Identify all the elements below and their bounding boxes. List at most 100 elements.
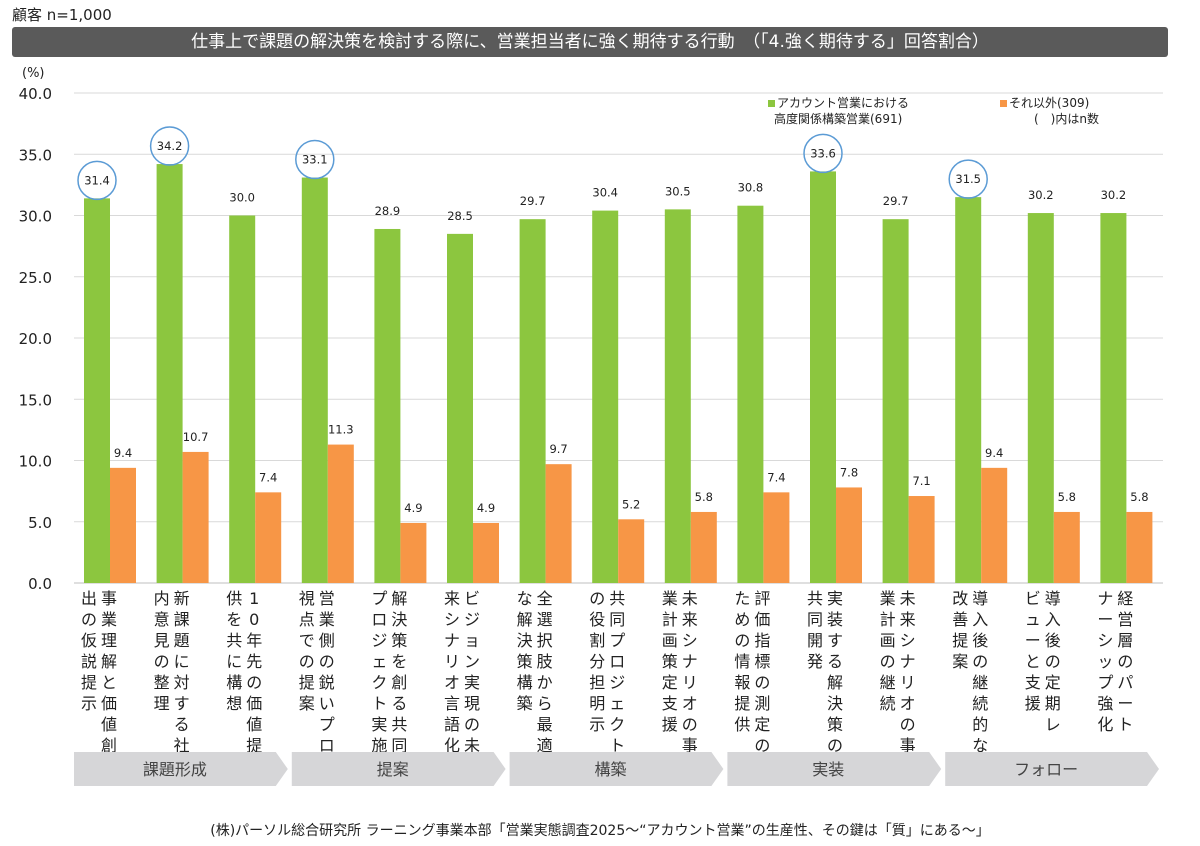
category-label: 供を共に構想	[226, 589, 242, 713]
phase-arrow	[727, 752, 942, 786]
phase-label: 実装	[812, 760, 844, 779]
bar-orange	[545, 464, 572, 583]
bar-orange	[618, 519, 645, 583]
bar-green	[374, 228, 401, 583]
bar-orange	[182, 451, 209, 583]
data-label-orange: 5.8	[1130, 490, 1148, 504]
data-label-green: 29.7	[520, 194, 546, 208]
data-label-green: 30.4	[592, 186, 618, 200]
category-label: 共同プロジェクト	[609, 589, 625, 755]
data-label-orange: 11.3	[328, 423, 354, 437]
category-label: 1 0 年先の価値提	[246, 589, 262, 755]
bar-green	[229, 215, 256, 583]
legend-entry-green: アカウント営業における 高度関係構築営業(691)	[768, 95, 909, 127]
legend-entry-orange: それ以外(309) ( )内はn数	[1000, 95, 1099, 127]
data-label-orange: 4.9	[404, 501, 422, 515]
data-label-orange: 7.4	[767, 470, 785, 484]
bar-green	[156, 164, 183, 584]
phase-arrow	[509, 752, 724, 786]
category-label: な解決策構築	[517, 589, 533, 713]
y-tick-label: 40.0	[19, 85, 52, 103]
category-label: 業計画の継続	[880, 589, 896, 713]
bar-green	[1027, 213, 1054, 584]
bar-green	[955, 197, 982, 583]
data-label-green: 29.7	[883, 194, 909, 208]
category-label: 評価指標の測定の	[754, 589, 770, 755]
category-label: ナーシップ強化	[1097, 589, 1113, 734]
bar-orange	[1126, 511, 1153, 583]
data-label-orange: 7.1	[912, 474, 930, 488]
data-label-orange: 5.8	[1058, 490, 1076, 504]
category-label: 共同開発	[807, 589, 823, 671]
data-label-orange: 4.9	[477, 501, 495, 515]
bar-orange	[473, 522, 499, 583]
bar-orange	[763, 492, 790, 583]
highlight-circle	[948, 159, 988, 199]
y-tick-label: 0.0	[28, 575, 52, 593]
data-label-green: 34.2	[157, 139, 183, 153]
data-label-orange: 5.8	[695, 490, 713, 504]
data-label-green: 31.4	[84, 173, 110, 187]
legend-swatch-orange	[1000, 100, 1007, 107]
y-tick-label: 10.0	[19, 453, 52, 471]
category-label: 改善提案	[952, 589, 968, 671]
bar-chart: 0.0 5.0 10.0 15.0 20.0 25.0 30.0 35.0 40.0 31.4 9.…	[19, 85, 1163, 786]
category-label: 視点での提案	[299, 589, 315, 713]
y-tick-label: 30.0	[19, 208, 52, 226]
bar-orange	[327, 444, 354, 583]
bar-orange	[110, 467, 136, 583]
category-label: 事業理解と価値創	[101, 589, 117, 755]
data-label-orange: 9.7	[549, 442, 567, 456]
category-label: ビジョン実現の未	[464, 589, 480, 755]
category-label: 全選択肢から最適	[537, 589, 553, 755]
phase-label: 提案	[377, 760, 409, 779]
highlight-circle	[149, 126, 190, 166]
category-label: 営業側の鋭いプロ	[319, 589, 335, 755]
data-label-orange: 9.4	[114, 446, 132, 460]
data-label-green: 33.6	[810, 146, 836, 160]
legend-orange-line2: ( )内はn数	[1034, 112, 1099, 126]
category-label: 未来シナリオの事	[900, 589, 916, 755]
bar-green	[664, 209, 691, 583]
category-label: ための情報提供	[734, 589, 750, 734]
y-tick-label: 25.0	[19, 269, 52, 287]
bar-green	[519, 219, 546, 584]
category-label: 内意見の整理	[154, 589, 170, 713]
source-footer: (株)パーソル総合研究所 ラーニング事業本部「営業実態調査2025～“アカウント…	[210, 823, 990, 839]
data-label-orange: 10.7	[183, 430, 209, 444]
bar-orange	[690, 511, 717, 583]
data-label-green: 28.5	[447, 209, 473, 223]
data-label-green: 28.9	[375, 204, 401, 218]
category-label: 業計画策定支援	[662, 589, 678, 734]
data-label-orange: 7.4	[259, 470, 277, 484]
sample-note: 顧客 n=1,000	[12, 6, 112, 24]
bar-green	[882, 219, 909, 584]
category-label: 導入後の定期レ	[1045, 589, 1061, 734]
bar-green	[592, 210, 619, 583]
highlight-circle	[295, 139, 335, 180]
category-label: 出の仮説提示	[81, 589, 97, 713]
bar-orange	[255, 492, 282, 583]
data-label-orange: 5.2	[622, 497, 640, 511]
highlight-circle	[77, 160, 117, 201]
highlight-circle	[803, 133, 843, 174]
data-label-green: 30.2	[1028, 188, 1054, 202]
y-tick-label: 5.0	[28, 514, 52, 532]
phase-label: 課題形成	[143, 760, 207, 779]
data-label-green: 30.2	[1101, 188, 1127, 202]
legend-green-line2: 高度関係構築営業(691)	[774, 112, 903, 126]
category-label: 来シナリオ言語化	[444, 589, 460, 755]
y-tick-label: 35.0	[19, 146, 52, 164]
category-label: 導入後の継続的な	[972, 589, 988, 755]
category-label: 新課題に対する社	[174, 589, 190, 755]
phase-arrow	[945, 752, 1159, 786]
bar-green	[737, 205, 764, 583]
category-label: の役割分担明示	[589, 589, 605, 734]
category-label: プロジェクト実施	[371, 589, 387, 755]
bar-green	[810, 171, 836, 583]
category-label: 実装する解決策の	[827, 589, 843, 755]
bar-orange	[400, 522, 427, 583]
chart-title: 仕事上で課題の解決策を検討する際に、営業担当者に強く期待する行動 （「4.強く期…	[12, 27, 1168, 57]
bar-orange	[981, 467, 1008, 583]
phase-arrow	[291, 752, 506, 786]
